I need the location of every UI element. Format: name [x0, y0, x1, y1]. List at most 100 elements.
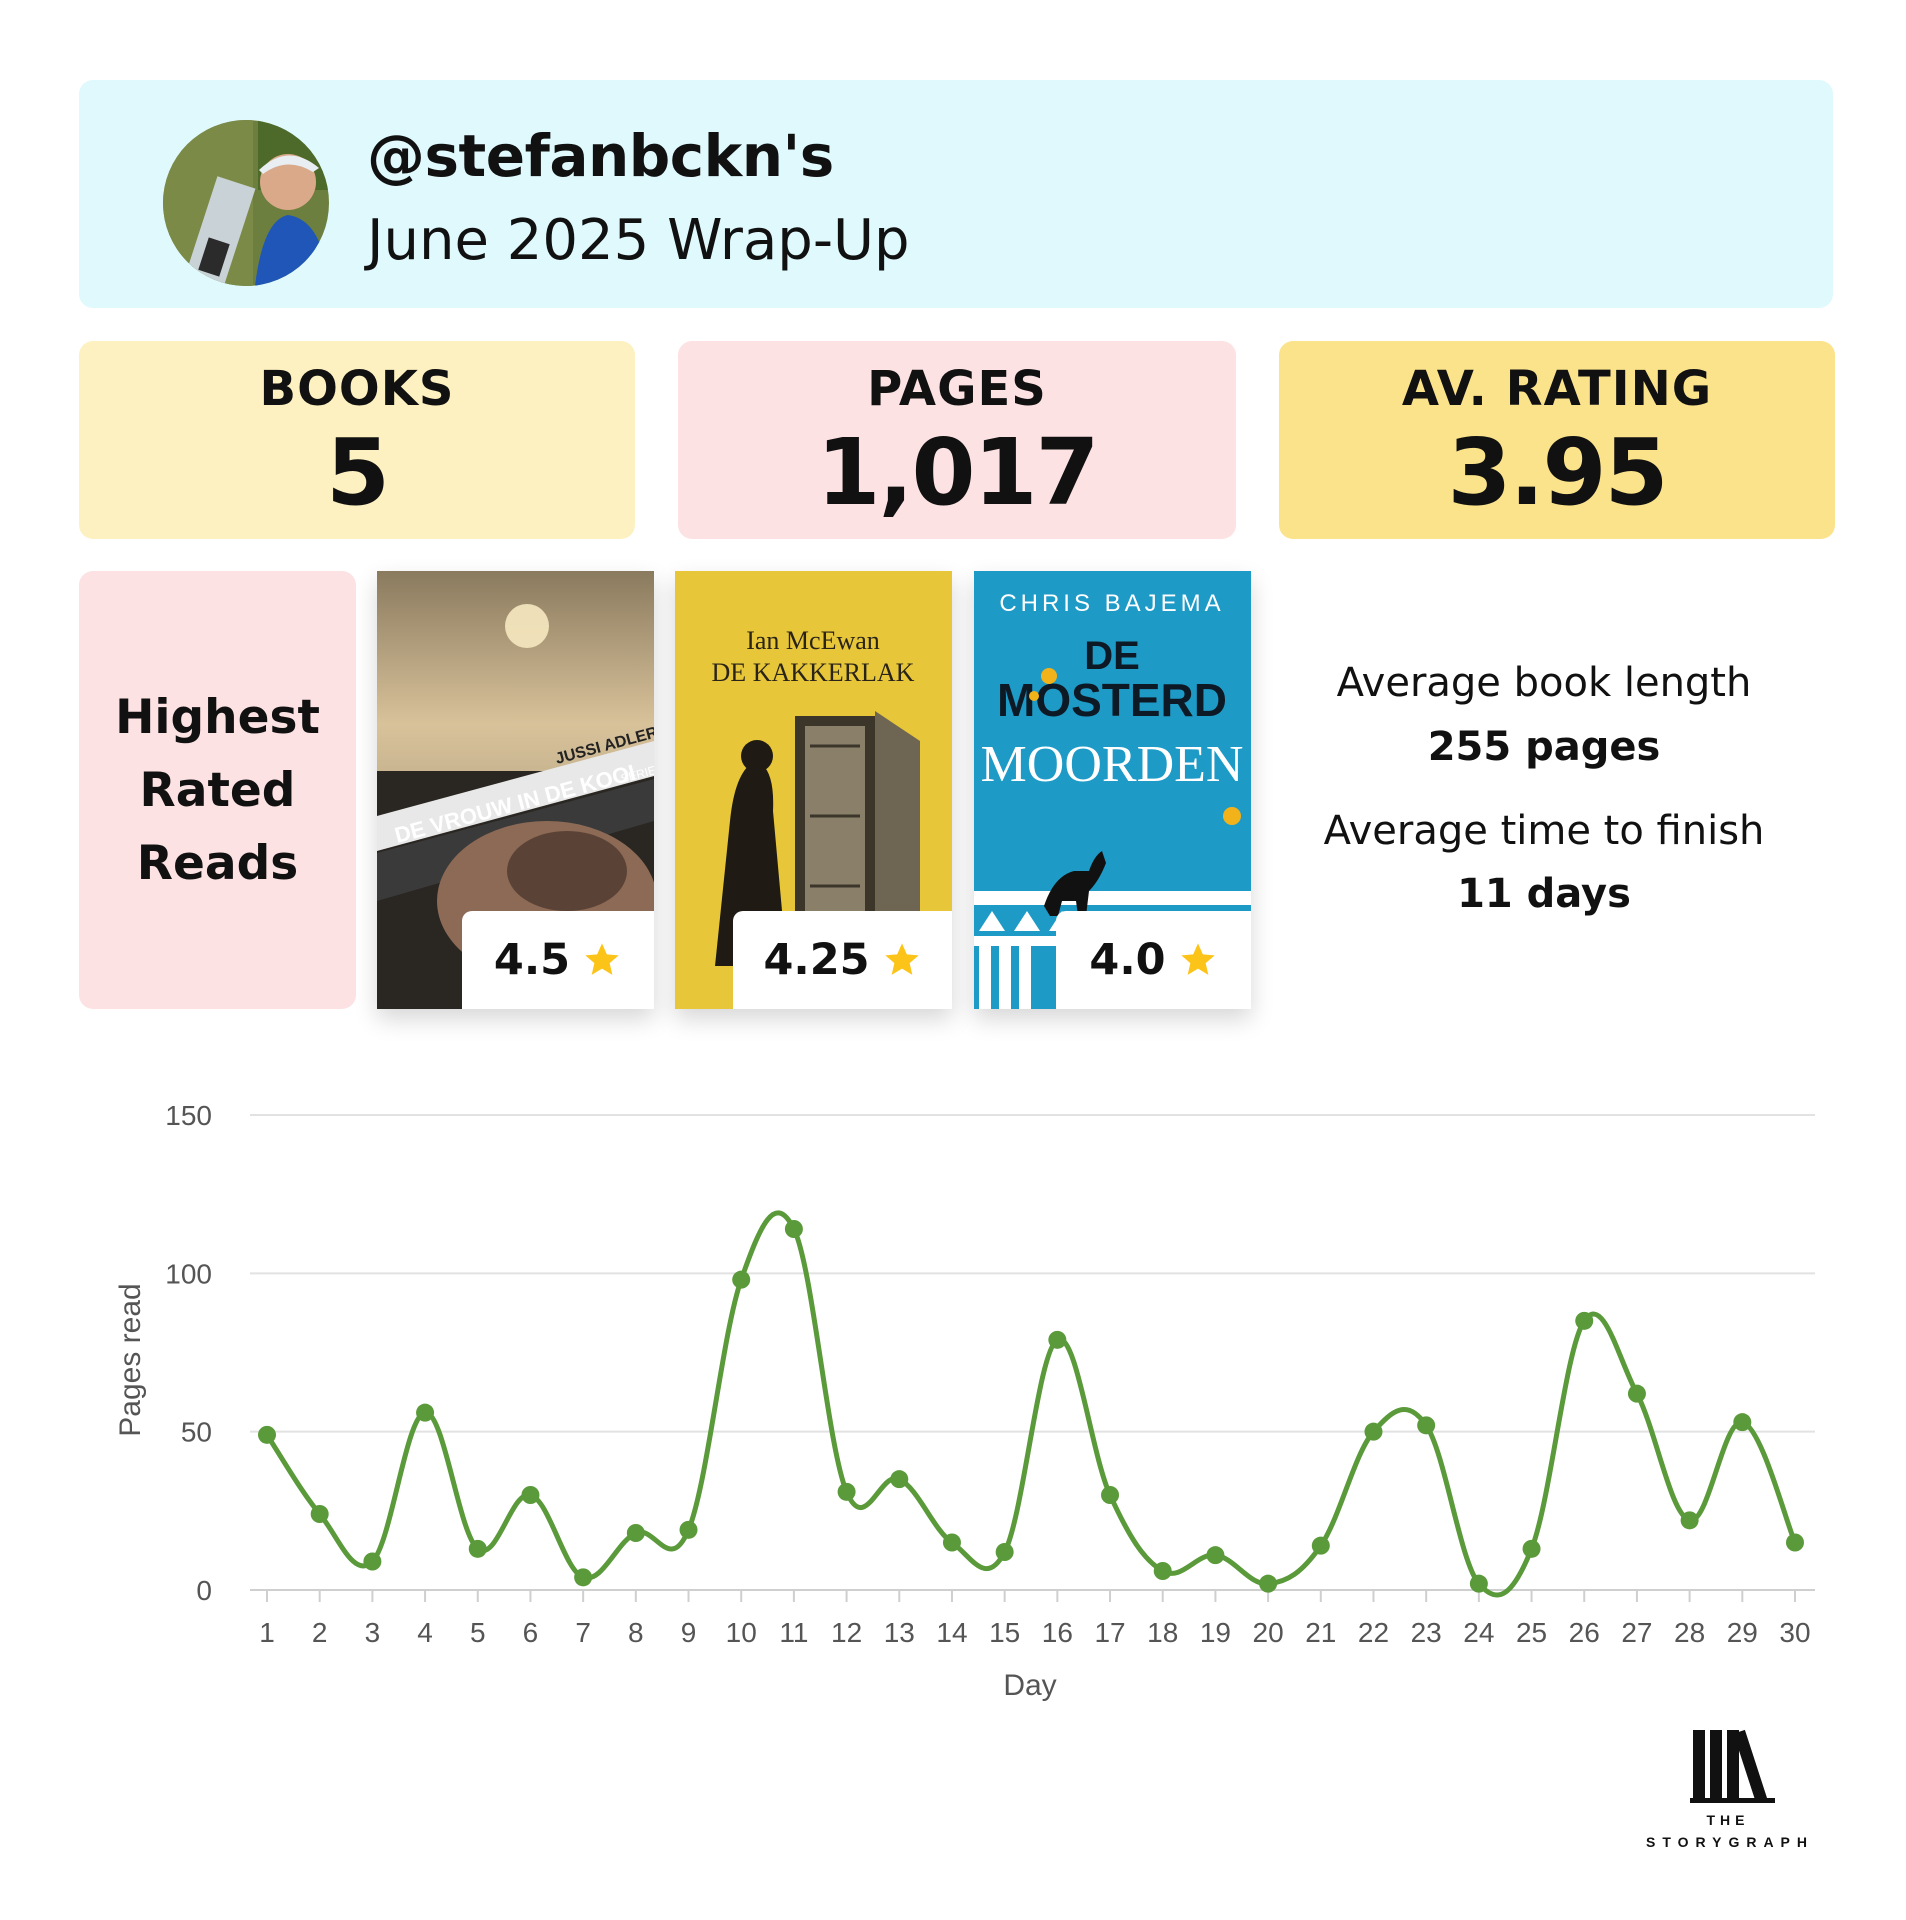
x-tick-label: 26 — [1569, 1617, 1600, 1648]
average-length-label: Average book length — [1336, 660, 1752, 706]
data-point — [1575, 1311, 1594, 1330]
data-points — [258, 1220, 1804, 1593]
x-tick-label: 22 — [1358, 1617, 1389, 1648]
average-time-label: Average time to finish — [1323, 808, 1765, 854]
rating-stat-card: AV. RATING 3.95 — [1279, 341, 1835, 539]
data-point — [837, 1482, 856, 1501]
storygraph-logo: THE STORYGRAPH — [1646, 1729, 1814, 1850]
x-tick-label: 25 — [1516, 1617, 1547, 1648]
x-tick-label: 8 — [628, 1617, 644, 1648]
avatar-photo — [163, 120, 329, 286]
data-point — [1101, 1486, 1120, 1504]
x-tick-label: 28 — [1674, 1617, 1705, 1648]
x-axis-label: Day — [1003, 1669, 1056, 1702]
data-point — [1417, 1416, 1436, 1435]
series-line — [264, 1210, 1798, 1598]
y-axis-label: Pages read — [114, 1283, 147, 1436]
average-time-value: 11 days — [1457, 871, 1631, 917]
data-point — [1627, 1384, 1646, 1403]
pages-label: PAGES — [867, 361, 1047, 417]
books-stat-card: BOOKS 5 — [79, 341, 635, 539]
y-tick-label: 0 — [196, 1575, 212, 1606]
data-point — [732, 1270, 751, 1289]
data-point — [363, 1552, 382, 1571]
wrap-up-title: June 2025 Wrap-Up — [367, 208, 910, 273]
data-point — [1206, 1546, 1225, 1565]
book-cover-3[interactable]: CHRIS BAJEMA DE MOSTERD MOORDEN 4.0 — [974, 571, 1251, 1009]
x-tick-label: 30 — [1779, 1617, 1810, 1648]
data-point — [521, 1486, 540, 1504]
book3-title-line1: DE — [1084, 634, 1140, 678]
rating-label: AV. RATING — [1401, 361, 1713, 417]
x-tick-label: 23 — [1411, 1617, 1442, 1648]
data-point — [1364, 1422, 1383, 1441]
data-point — [890, 1470, 909, 1489]
book2-rating: 4.25 — [763, 935, 870, 985]
y-tick-label: 150 — [165, 1100, 212, 1131]
x-tick-label: 1 — [259, 1617, 275, 1648]
data-point — [574, 1568, 593, 1587]
chart-gridlines — [250, 1114, 1815, 1591]
x-tick-label: 20 — [1253, 1617, 1284, 1648]
y-axis-ticks: 0 50 100 150 — [165, 1100, 212, 1606]
book2-title: DE KAKKERLAK — [712, 658, 915, 687]
x-tick-label: 16 — [1042, 1617, 1073, 1648]
data-point — [1680, 1511, 1699, 1530]
data-point — [1259, 1574, 1278, 1593]
highest-rated-card: Highest Rated Reads — [79, 571, 356, 1009]
username: @stefanbckn's — [367, 122, 834, 190]
x-tick-label: 18 — [1147, 1617, 1178, 1648]
book3-rating: 4.0 — [1089, 935, 1166, 985]
data-point — [942, 1533, 961, 1552]
data-point — [310, 1505, 329, 1523]
x-tick-label: 11 — [779, 1617, 808, 1648]
x-tick-label: 6 — [523, 1617, 539, 1648]
x-tick-label: 17 — [1094, 1617, 1125, 1648]
data-point — [1153, 1562, 1172, 1580]
data-point — [1048, 1330, 1067, 1349]
x-tick-label: 10 — [726, 1617, 757, 1648]
x-tick-label: 13 — [884, 1617, 915, 1648]
data-point — [1733, 1413, 1752, 1432]
data-point — [468, 1539, 487, 1558]
rating-value: 3.95 — [1447, 419, 1669, 526]
x-tick-label: 12 — [831, 1617, 862, 1648]
x-axis-ticks: 1 2 3 4 5 6 7 8 9 10 11 12 13 14 15 16 17 18 19 20 21 22 23 24 2… — [259, 1590, 1811, 1648]
books-logo-icon — [1690, 1729, 1775, 1803]
book3-author: CHRIS BAJEMA — [999, 590, 1224, 617]
book1-rating-badge: 4.5 — [462, 911, 654, 1009]
book-cover-1[interactable]: JUSSI ADLER-OLSEN DE VROUW IN DE KOOI SE… — [377, 571, 654, 1009]
x-tick-label: 7 — [575, 1617, 591, 1648]
book2-author: Ian McEwan — [746, 626, 880, 655]
data-point — [679, 1520, 698, 1539]
data-point — [1522, 1539, 1541, 1558]
book-cover-2[interactable]: Ian McEwan DE KAKKERLAK 4.25 — [675, 571, 952, 1009]
y-tick-label: 100 — [165, 1258, 212, 1289]
avatar — [163, 120, 329, 286]
books-value: 5 — [325, 419, 390, 526]
pages-stat-card: PAGES 1,017 — [678, 341, 1236, 539]
x-tick-label: 5 — [470, 1617, 486, 1648]
x-tick-label: 9 — [681, 1617, 697, 1648]
data-point — [1469, 1574, 1488, 1593]
star-icon — [585, 943, 619, 975]
data-point — [626, 1524, 645, 1542]
pages-value: 1,017 — [816, 419, 1099, 526]
books-label: BOOKS — [259, 361, 455, 417]
logo-line-2: STORYGRAPH — [1646, 1834, 1814, 1850]
data-point — [995, 1543, 1014, 1561]
x-tick-label: 21 — [1305, 1617, 1336, 1648]
book1-rating: 4.5 — [493, 935, 571, 985]
x-tick-label: 2 — [312, 1617, 328, 1648]
star-icon — [884, 943, 919, 975]
x-tick-label: 29 — [1727, 1617, 1758, 1648]
book3-title-line3: MOORDEN — [981, 736, 1244, 793]
x-tick-label: 27 — [1621, 1617, 1652, 1648]
header-banner — [79, 80, 1833, 308]
x-tick-label: 15 — [989, 1617, 1020, 1648]
book3-rating-badge: 4.0 — [1056, 911, 1251, 1009]
data-point — [1786, 1533, 1804, 1552]
x-tick-label: 14 — [936, 1617, 967, 1648]
highest-rated-title: Highest Rated Reads — [115, 689, 320, 891]
